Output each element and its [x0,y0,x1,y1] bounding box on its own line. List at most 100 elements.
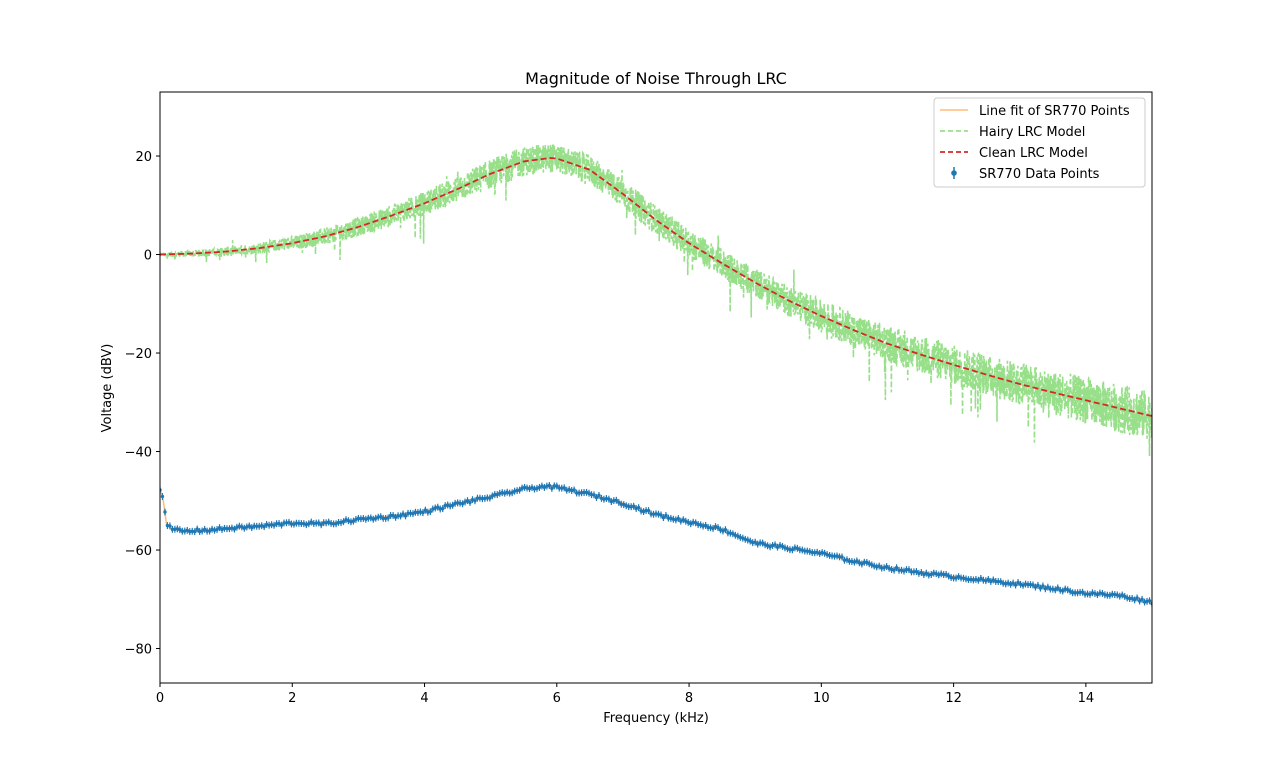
data-point [297,521,301,525]
data-point [262,524,266,529]
data-point [944,572,948,577]
data-point [530,485,534,490]
data-point [1123,594,1127,599]
data-point [753,540,757,544]
data-point [510,491,514,495]
data-point [1095,592,1100,597]
data-point [976,578,981,582]
data-point [1130,596,1134,601]
data-point [840,555,844,559]
data-point [726,531,730,535]
data-point [845,558,849,562]
data-point [255,524,259,528]
x-tick-label: 12 [945,691,962,706]
data-point [959,576,963,580]
data-point [359,517,363,521]
data-point [676,516,681,521]
y-tick-label: −20 [125,347,152,362]
data-point [711,526,715,531]
data-point [860,562,864,566]
data-point [289,522,294,526]
data-point [222,526,227,531]
y-tick-label: −60 [125,544,152,559]
data-point [1056,586,1060,590]
data-point [1013,583,1018,587]
data-point [351,519,356,523]
data-point [1110,592,1115,596]
data-point [686,520,690,525]
data-point [557,486,561,490]
data-point [252,524,256,528]
data-point [550,486,554,491]
data-point [202,527,207,532]
data-point [406,511,410,515]
data-point [1127,596,1132,601]
data-point [1041,584,1045,588]
data-point [247,524,251,528]
data-point [865,560,869,565]
data-point [493,492,497,497]
data-point [334,522,338,526]
data-point [473,499,477,503]
data-point [555,484,559,488]
data-point [188,529,192,534]
data-point [894,565,899,570]
data-point [207,529,212,533]
y-tick-label: 0 [144,249,152,264]
data-point [488,496,492,500]
data-point [287,520,291,525]
data-point [225,526,229,531]
data-point [1048,587,1053,591]
data-point [941,572,946,577]
data-point [979,576,983,581]
data-point [396,514,400,518]
data-point [480,496,485,501]
data-point [468,500,472,505]
data-point [215,527,219,532]
data-point [594,495,599,500]
x-tick-label: 10 [813,691,830,706]
data-point [1031,583,1035,587]
data-point [160,494,165,499]
data-point [1080,590,1085,594]
data-point [193,529,197,534]
data-point [1061,589,1065,593]
data-point [411,511,415,516]
data-point [438,507,442,511]
data-point [542,485,547,490]
data-point [631,504,636,508]
data-point [832,554,837,558]
data-point [627,504,631,509]
y-axis-label: Voltage (dBV) [100,344,115,433]
data-point [924,571,929,575]
data-point [587,491,591,495]
data-point [309,520,313,524]
data-point [996,579,1000,584]
data-point [837,555,842,559]
data-point [1043,587,1048,591]
data-point [589,492,594,497]
data-point [989,579,993,584]
data-point [391,513,395,518]
data-point [282,521,286,525]
data-point [830,554,834,558]
data-point [986,577,991,582]
data-point [946,574,951,578]
data-point [693,521,698,525]
data-point [1033,585,1038,589]
data-point [892,568,896,572]
y-tick-label: −80 [125,643,152,658]
data-point [1088,592,1092,597]
data-point [574,491,579,495]
data-point [331,522,336,526]
data-point [436,505,440,509]
data-point [312,521,316,526]
data-point [1026,582,1030,587]
data-point [1016,580,1020,585]
data-point [904,567,909,572]
data-point [552,484,557,488]
data-point [612,498,616,503]
data-point [773,543,777,547]
data-point [689,522,693,526]
data-point [1078,590,1082,595]
